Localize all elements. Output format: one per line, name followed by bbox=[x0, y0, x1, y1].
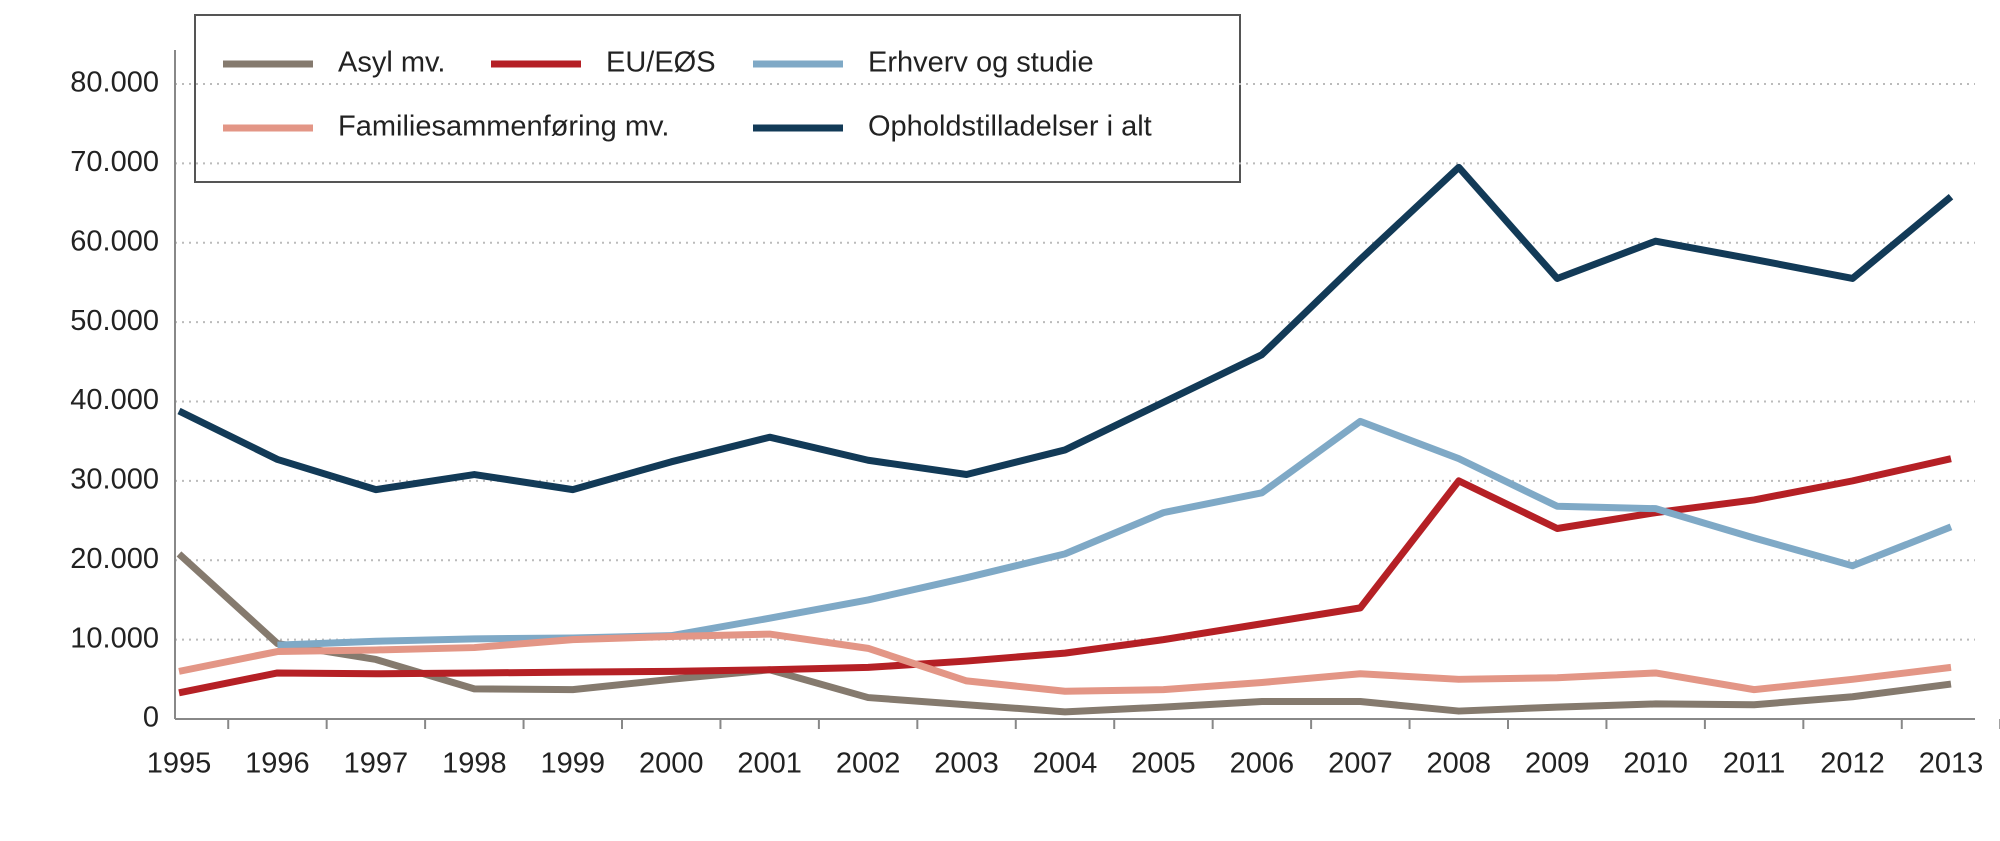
legend-label: EU/EØS bbox=[606, 47, 716, 79]
series-line bbox=[277, 417, 1953, 649]
y-tick-label: 50.000 bbox=[70, 305, 159, 337]
x-tick-label: 2012 bbox=[1820, 748, 1885, 780]
series-line bbox=[177, 163, 1954, 494]
x-tick-label: 2000 bbox=[639, 748, 704, 780]
y-tick-label: 40.000 bbox=[70, 384, 159, 416]
y-tick-label: 0 bbox=[143, 702, 159, 734]
y-tick-label: 20.000 bbox=[70, 543, 159, 575]
x-tick-label: 2003 bbox=[934, 748, 999, 780]
x-tick-label: 2004 bbox=[1033, 748, 1098, 780]
legend-label: Erhverv og studie bbox=[868, 47, 1094, 79]
x-tick-label: 1997 bbox=[344, 748, 409, 780]
y-tick-label: 60.000 bbox=[70, 225, 159, 257]
legend-label: Familiesammenføring mv. bbox=[338, 111, 669, 143]
x-tick-label: 2005 bbox=[1131, 748, 1196, 780]
series-line bbox=[176, 551, 1952, 716]
legend-label: Opholdstilladelser i alt bbox=[868, 111, 1152, 143]
series-line bbox=[178, 630, 1952, 695]
legend-label: Asyl mv. bbox=[338, 47, 445, 79]
x-tick-label: 1996 bbox=[245, 748, 310, 780]
x-tick-label: 2010 bbox=[1623, 748, 1688, 780]
series-line bbox=[178, 455, 1952, 697]
x-tick-label: 1999 bbox=[541, 748, 606, 780]
legend-box bbox=[194, 14, 1241, 183]
x-tick-label: 2013 bbox=[1919, 748, 1984, 780]
x-tick-label: 2007 bbox=[1328, 748, 1393, 780]
x-tick-label: 1995 bbox=[147, 748, 212, 780]
y-tick-label: 30.000 bbox=[70, 464, 159, 496]
x-tick-label: 2008 bbox=[1427, 748, 1492, 780]
x-tick-label: 1998 bbox=[442, 748, 507, 780]
x-tick-label: 2011 bbox=[1723, 748, 1785, 780]
y-tick-label: 80.000 bbox=[70, 67, 159, 99]
x-tick-label: 2001 bbox=[737, 748, 802, 780]
x-tick-label: 2006 bbox=[1230, 748, 1295, 780]
x-tick-label: 2002 bbox=[836, 748, 901, 780]
x-tick-label: 2009 bbox=[1525, 748, 1590, 780]
y-tick-label: 10.000 bbox=[70, 622, 159, 654]
y-tick-label: 70.000 bbox=[70, 146, 159, 178]
